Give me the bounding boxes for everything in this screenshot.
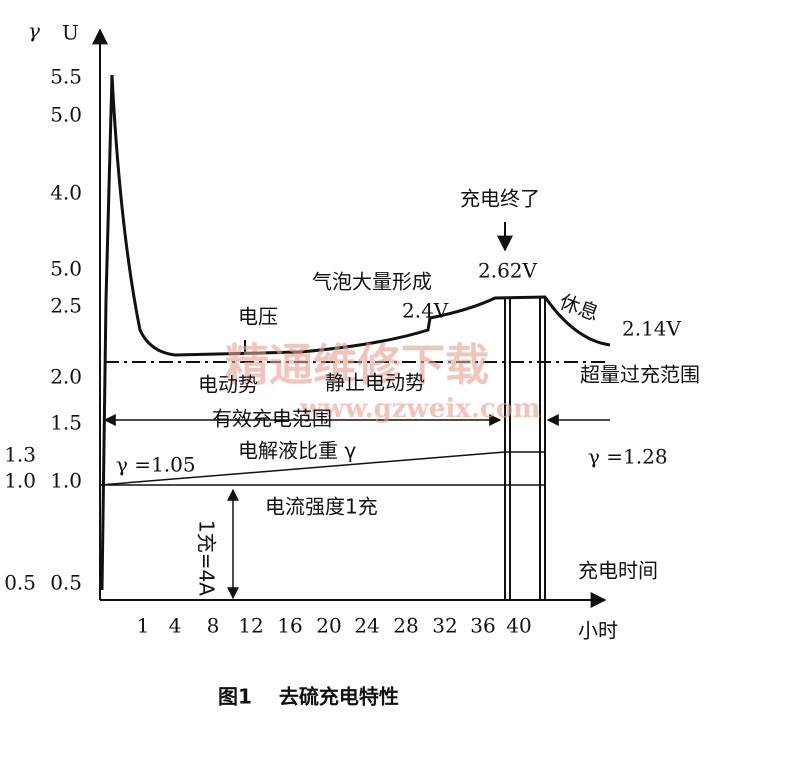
x-tick-label: 4 xyxy=(169,614,182,638)
annotation: 2.4V xyxy=(402,299,449,323)
watermark-url: www.gzweix.com xyxy=(299,394,541,424)
gamma-tick-label: 1.0 xyxy=(4,469,36,493)
annotation: 超量过充范围 xyxy=(580,363,700,387)
u-symbol: U xyxy=(62,21,79,45)
annotation: 静止电动势 xyxy=(325,371,425,395)
annotation: 有效充电范围 xyxy=(212,407,332,431)
annotation: 气泡大量形成 xyxy=(312,270,432,294)
u-tick-label: 5.5 xyxy=(50,65,82,89)
watermark: 精通维修下载 xyxy=(225,340,489,391)
u-tick-label: 2.5 xyxy=(50,294,82,318)
u-tick-label: 1.0 xyxy=(50,469,82,493)
gamma-tick-label: 1.3 xyxy=(4,443,36,467)
annotation: γ =1.05 xyxy=(116,453,196,477)
u-tick-label: 5.0 xyxy=(50,257,82,281)
labels: γ U 小时 充电时间 充电终了 2.62V 气泡大量形成 2.4V 休息 2.… xyxy=(28,19,700,709)
u-tick-label: 2.0 xyxy=(50,365,82,389)
gamma-tick-label: 0.5 xyxy=(4,571,36,595)
y-symbol: γ xyxy=(28,19,40,43)
annotation: 充电终了 xyxy=(460,187,540,211)
u-tick-label: 4.0 xyxy=(50,181,82,205)
x-tick-label: 40 xyxy=(506,614,531,638)
annotation: γ =1.28 xyxy=(588,445,668,469)
annotation: 电压 xyxy=(238,305,278,329)
u-tick-label: 0.5 xyxy=(50,571,82,595)
x-tick-label: 28 xyxy=(393,614,418,638)
x-tick-label: 24 xyxy=(354,614,379,638)
x-tick-label: 8 xyxy=(207,614,220,638)
u-tick-label: 1.5 xyxy=(50,411,82,435)
annotation: 2.62V xyxy=(478,259,538,283)
x-tick-label: 32 xyxy=(432,614,457,638)
x-tick-label: 20 xyxy=(316,614,341,638)
x-tick-label: 36 xyxy=(470,614,495,638)
x-unit: 小时 xyxy=(578,619,618,643)
x-label: 充电时间 xyxy=(578,559,658,583)
gamma-line xyxy=(99,451,545,486)
annotation: 1充=4A xyxy=(195,520,219,596)
x-tick-label: 12 xyxy=(238,614,263,638)
annotation: 电流强度1充 xyxy=(265,495,378,519)
curves xyxy=(99,74,611,600)
axes xyxy=(92,28,607,608)
annotation: 电动势 xyxy=(198,373,258,397)
x-tick-label: 16 xyxy=(277,614,302,638)
annotation: 电解液比重 γ xyxy=(238,439,356,463)
annotation: 2.14V xyxy=(622,317,682,341)
u-tick-label: 5.0 xyxy=(50,103,82,127)
caption: 图1 去硫充电特性 xyxy=(218,685,399,709)
x-tick-label: 1 xyxy=(137,614,150,638)
